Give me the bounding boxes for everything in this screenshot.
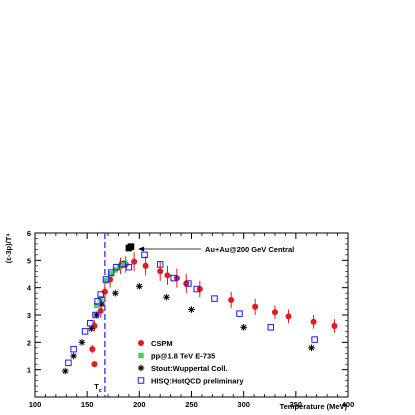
y-axis-title: (ε-3p)/T⁴ (4, 233, 13, 263)
tc-label: Tc (94, 382, 102, 394)
tc-label-subscript: c (99, 388, 102, 394)
legend-label: CSPM (151, 339, 173, 348)
tc-line-group: Tc (94, 233, 106, 397)
data-point (308, 344, 315, 352)
series-2 (61, 283, 315, 375)
data-point (97, 291, 104, 298)
data-point (89, 346, 96, 353)
data-point (311, 336, 318, 343)
y-tick-label: 5 (27, 256, 31, 265)
annotation-text: Au+Au@200 GeV Central (205, 245, 294, 254)
x-tick-label: 400 (342, 400, 355, 409)
data-point (112, 289, 119, 297)
data-point (81, 328, 89, 335)
data-point (331, 322, 338, 329)
data-point (103, 278, 109, 284)
legend-label: HISQ:HotQCD preliminary (151, 377, 244, 386)
x-tick-label: 200 (133, 400, 146, 409)
data-point (163, 293, 170, 301)
data-point (94, 298, 101, 305)
data-point (183, 280, 190, 287)
data-point (136, 283, 143, 290)
data-point (88, 325, 95, 332)
data-point (310, 318, 317, 325)
data-point (164, 272, 171, 279)
data-point (87, 319, 94, 327)
plot-frame: 100 150 200 250 300 350 400 1 2 3 4 5 6 (27, 229, 354, 409)
star-stroke (112, 290, 119, 296)
tc-label-main: T (94, 382, 99, 391)
data-point (252, 303, 259, 310)
data-point (92, 311, 99, 319)
legend-label: p̅p@1.8 TeV E-735 (150, 352, 215, 361)
x-tick-label: 100 (29, 400, 42, 409)
data-point (141, 251, 148, 259)
data-point (185, 280, 192, 287)
y-tick-label: 1 (27, 366, 31, 375)
series-4 (125, 243, 135, 252)
data-point (157, 268, 164, 275)
data-layer (61, 243, 338, 375)
y-tick-label: 4 (27, 284, 32, 293)
star-stroke (138, 365, 144, 371)
data-point (211, 295, 218, 302)
series-3 (65, 251, 318, 367)
star-stroke (62, 368, 68, 374)
data-point (142, 262, 149, 269)
data-point (108, 271, 114, 277)
data-point (61, 367, 69, 375)
data-point (113, 263, 120, 271)
data-point (240, 324, 247, 331)
annotation-arrow-head (138, 246, 145, 252)
data-point (267, 324, 275, 331)
data-point (97, 307, 104, 314)
star-stroke (240, 324, 247, 330)
data-point (107, 269, 115, 276)
data-point (70, 352, 77, 360)
data-point (131, 258, 138, 265)
data-point (70, 345, 77, 353)
legend-label: Stout:Wuppertal Coll. (151, 364, 228, 373)
x-axis-title: Temperature (MeV) (280, 402, 348, 411)
data-point (78, 339, 86, 346)
y-tick-label: 6 (27, 229, 31, 238)
star-stroke (163, 294, 170, 300)
data-point (102, 276, 110, 283)
data-point (121, 260, 128, 266)
star-stroke (70, 353, 77, 359)
data-point (119, 261, 126, 268)
data-point (188, 306, 195, 313)
legend-marker (137, 339, 145, 347)
data-point (193, 285, 200, 293)
data-point (236, 310, 243, 317)
star-stroke (79, 339, 85, 346)
x-tick-label: 350 (290, 400, 303, 409)
data-point (127, 243, 135, 250)
y-tick-label: 2 (27, 338, 31, 347)
star-stroke (308, 345, 315, 351)
x-tick-label: 250 (185, 400, 198, 409)
annotation: Au+Au@200 GeV Central (138, 245, 294, 254)
data-point (156, 261, 164, 268)
x-tick-label: 150 (81, 400, 94, 409)
star-stroke (136, 283, 143, 289)
y-tick-label: 3 (27, 311, 31, 320)
star-stroke (188, 306, 195, 313)
legend-marker (137, 377, 145, 384)
data-point (125, 263, 133, 271)
star-stroke (88, 325, 95, 332)
legend-marker (138, 352, 144, 359)
data-point (65, 359, 72, 367)
data-point (228, 296, 235, 303)
star-stroke (99, 301, 105, 307)
legend: CSPM p̅p@1.8 TeV E-735 Stout:Wuppertal Col… (137, 339, 244, 386)
data-point (91, 361, 98, 368)
data-point (170, 274, 178, 282)
legend-marker (137, 364, 145, 372)
data-point (285, 313, 292, 320)
data-point (93, 302, 100, 309)
x-tick-label: 300 (237, 400, 250, 409)
data-point (271, 309, 278, 316)
